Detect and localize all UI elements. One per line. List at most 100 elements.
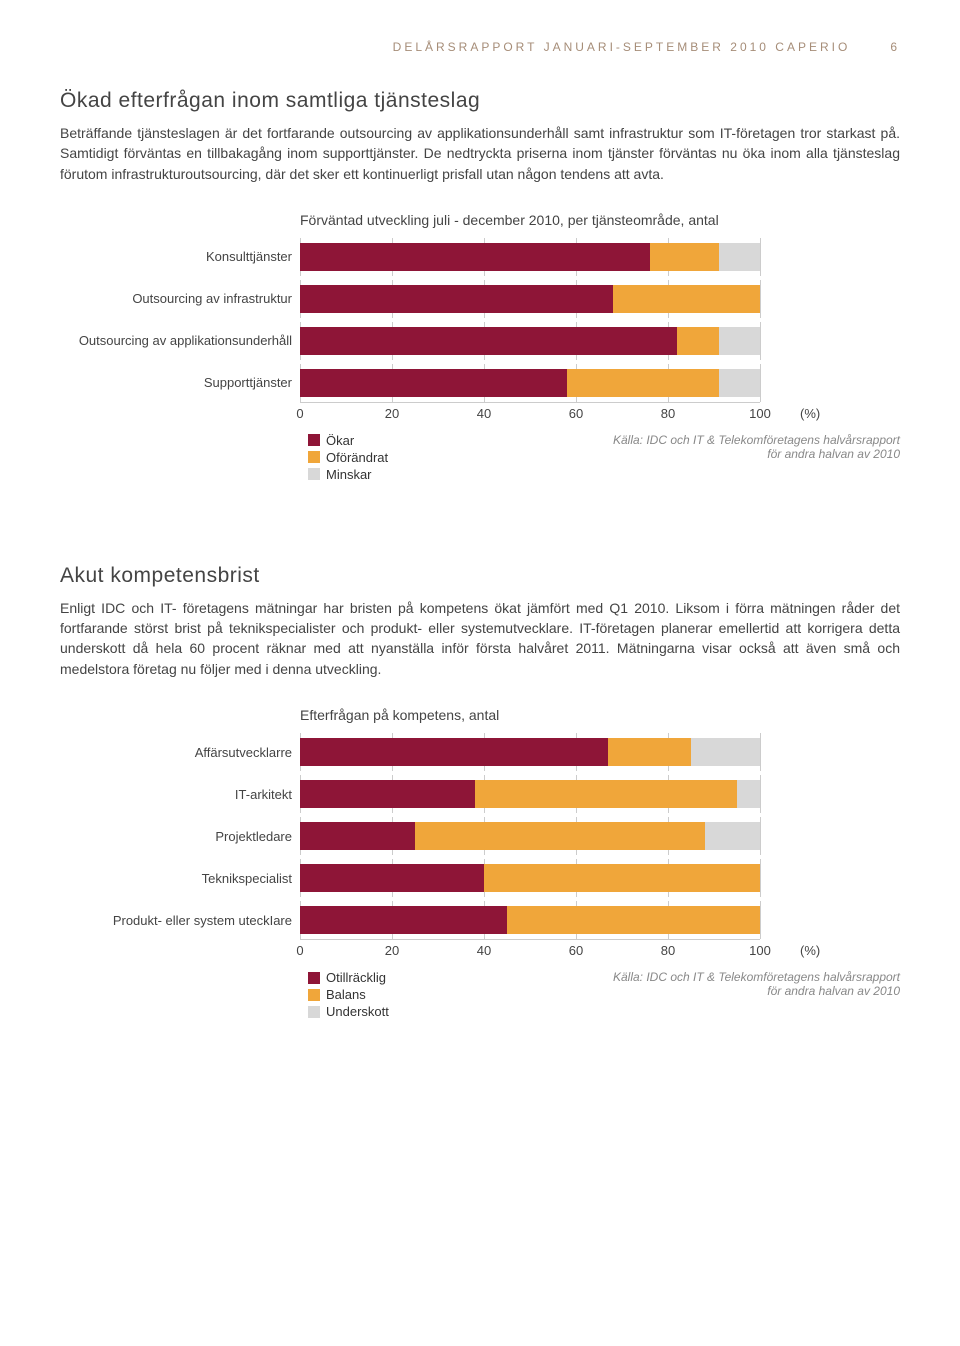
legend-swatch	[308, 434, 320, 446]
bar-segment	[737, 780, 760, 808]
plot-area	[300, 775, 760, 813]
row-label: Projektledare	[60, 829, 300, 844]
axis-tick: 80	[661, 406, 675, 421]
chart2-legend: Otillräcklig Balans Underskott Källa: IDC …	[308, 970, 900, 1021]
bar-segment	[300, 369, 567, 397]
row-label: Affärsutvecklarre	[60, 745, 300, 760]
plot-area	[300, 238, 760, 276]
bar-segment	[300, 864, 484, 892]
bar-segment	[300, 327, 677, 355]
chart1-legend: Ökar Oförändrat Minskar Källa: IDC och IT …	[308, 433, 900, 484]
legend-item: Balans	[308, 987, 389, 1002]
axis-unit: (%)	[800, 406, 820, 421]
chart1-source: Källa: IDC och IT & Telekomföretagens ha…	[610, 433, 900, 461]
section1-body: Beträffande tjänsteslagen är det fortfar…	[60, 123, 900, 184]
bar-segment	[300, 822, 415, 850]
axis-tick: 0	[296, 943, 303, 958]
table-row: Konsulttjänster	[60, 238, 900, 276]
bar-segment	[507, 906, 760, 934]
bar-segment	[484, 864, 760, 892]
chart1-rows: Konsulttjänster Outsourcing av infrastruk…	[60, 238, 900, 402]
bar-segment	[691, 738, 760, 766]
row-label: IT-arkitekt	[60, 787, 300, 802]
axis-tick: 100	[749, 943, 771, 958]
axis-tick: 40	[477, 943, 491, 958]
page-header: DELÅRSRAPPORT JANUARI-SEPTEMBER 2010 CAP…	[60, 40, 900, 54]
row-label: Outsourcing av infrastruktur	[60, 291, 300, 306]
legend-label: Minskar	[326, 467, 372, 482]
chart2-rows: Affärsutvecklarre IT-arkitekt Projektledar…	[60, 733, 900, 939]
legend-item: Minskar	[308, 467, 388, 482]
table-row: Projektledare	[60, 817, 900, 855]
axis-tick: 0	[296, 406, 303, 421]
chart2-source: Källa: IDC och IT & Telekomföretagens ha…	[610, 970, 900, 998]
row-label: Konsulttjänster	[60, 249, 300, 264]
legend-label: Oförändrat	[326, 450, 388, 465]
axis-tick: 60	[569, 406, 583, 421]
table-row: Outsourcing av applikationsunderhåll	[60, 322, 900, 360]
bar-segment	[650, 243, 719, 271]
chart1-axis: 020406080100(%)	[300, 403, 760, 423]
legend-item: Oförändrat	[308, 450, 388, 465]
plot-area	[300, 364, 760, 402]
legend-label: Balans	[326, 987, 366, 1002]
axis-tick: 100	[749, 406, 771, 421]
bar-segment	[475, 780, 737, 808]
section1-title: Ökad efterfrågan inom samtliga tjänstesl…	[60, 89, 900, 113]
bar-segment	[300, 738, 608, 766]
legend-swatch	[308, 972, 320, 984]
bar-segment	[300, 243, 650, 271]
plot-area	[300, 901, 760, 939]
legend-label: Underskott	[326, 1004, 389, 1019]
legend-item: Ökar	[308, 433, 388, 448]
bar-segment	[719, 243, 760, 271]
legend-swatch	[308, 989, 320, 1001]
chart2: Efterfrågan på kompetens, antal Affärsut…	[60, 707, 900, 1021]
bar-segment	[677, 327, 718, 355]
legend-item: Underskott	[308, 1004, 389, 1019]
table-row: Outsourcing av infrastruktur	[60, 280, 900, 318]
bar-segment	[608, 738, 691, 766]
chart2-title: Efterfrågan på kompetens, antal	[300, 707, 900, 723]
axis-tick: 60	[569, 943, 583, 958]
legend-item: Otillräcklig	[308, 970, 389, 985]
chart1: Förväntad utveckling juli - december 201…	[60, 212, 900, 484]
table-row: Supporttjänster	[60, 364, 900, 402]
plot-area	[300, 817, 760, 855]
section2-title: Akut kompetensbrist	[60, 564, 900, 588]
table-row: IT-arkitekt	[60, 775, 900, 813]
axis-tick: 80	[661, 943, 675, 958]
bar-segment	[719, 369, 760, 397]
row-label: Supporttjänster	[60, 375, 300, 390]
row-label: Teknikspecialist	[60, 871, 300, 886]
table-row: Produkt- eller system uteckIare	[60, 901, 900, 939]
chart2-axis: 020406080100(%)	[300, 940, 760, 960]
legend-swatch	[308, 468, 320, 480]
axis-tick: 20	[385, 406, 399, 421]
legend-swatch	[308, 1006, 320, 1018]
bar-segment	[300, 906, 507, 934]
bar-segment	[719, 327, 760, 355]
bar-segment	[613, 285, 760, 313]
header-title: DELÅRSRAPPORT JANUARI-SEPTEMBER 2010 CAP…	[393, 40, 851, 54]
bar-segment	[705, 822, 760, 850]
axis-unit: (%)	[800, 943, 820, 958]
row-label: Outsourcing av applikationsunderhåll	[60, 333, 300, 348]
axis-tick: 20	[385, 943, 399, 958]
chart1-title: Förväntad utveckling juli - december 201…	[300, 212, 900, 228]
bar-segment	[300, 780, 475, 808]
page-number: 6	[890, 40, 900, 54]
bar-segment	[567, 369, 719, 397]
legend-swatch	[308, 451, 320, 463]
legend-label: Otillräcklig	[326, 970, 386, 985]
plot-area	[300, 733, 760, 771]
plot-area	[300, 322, 760, 360]
row-label: Produkt- eller system uteckIare	[60, 913, 300, 928]
bar-segment	[415, 822, 705, 850]
table-row: Affärsutvecklarre	[60, 733, 900, 771]
section2-body: Enligt IDC och IT- företagens mätningar …	[60, 598, 900, 679]
axis-tick: 40	[477, 406, 491, 421]
table-row: Teknikspecialist	[60, 859, 900, 897]
plot-area	[300, 859, 760, 897]
bar-segment	[300, 285, 613, 313]
